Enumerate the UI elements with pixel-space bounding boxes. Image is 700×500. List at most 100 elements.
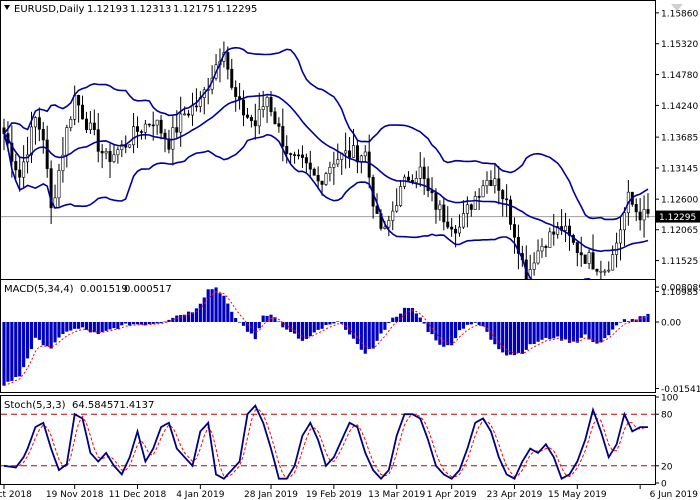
stoch-y-tick-label: 80 [661, 411, 673, 421]
candle-body [418, 166, 422, 179]
candle-body [485, 179, 489, 187]
price-y-tick-label: 1.13145 [661, 165, 698, 175]
candle-body [501, 190, 505, 200]
candle-body [265, 97, 269, 107]
candle-body [245, 114, 249, 118]
macd-bar [347, 321, 352, 335]
macd-bar [646, 313, 650, 322]
macd-bar [253, 321, 257, 340]
candle-body [143, 123, 147, 133]
candle-body [391, 210, 395, 221]
candle-body [548, 231, 552, 248]
x-tick-label: 13 Mar 2019 [368, 490, 425, 500]
macd-bar [336, 321, 340, 323]
candle-body [477, 196, 481, 198]
ohlc-open: 1.12193 [87, 4, 128, 15]
x-tick-label: 28 Jan 2019 [244, 490, 298, 500]
candle-body [646, 209, 650, 214]
macd-bar [80, 321, 85, 328]
macd-bar [575, 321, 579, 343]
candle-body [226, 52, 230, 70]
macd-header: MACD(5,34,4) 0.001519 0.000517 [4, 284, 172, 295]
x-tick-label: 26 Oct 2018 [0, 490, 32, 500]
macd-bar [214, 287, 218, 322]
candle-body [442, 204, 446, 223]
candle-body [316, 175, 320, 182]
macd-bar [234, 317, 238, 322]
macd-bar [179, 314, 183, 322]
stoch-header: Stoch(5,3,3) 64.5845 71.4137 [4, 400, 154, 411]
candle-body [595, 268, 599, 272]
macd-bar [548, 321, 552, 340]
candle-body [175, 127, 179, 133]
macd-bar [587, 321, 591, 340]
macd-bar [395, 316, 399, 322]
candle-body [100, 151, 104, 154]
candle-body [194, 105, 198, 108]
price-y-tick-label: 1.13685 [661, 134, 698, 144]
price-y-tick-label: 1.11525 [661, 257, 698, 267]
candle-body [65, 127, 69, 156]
macd-bar [567, 321, 572, 343]
candle-body [406, 176, 410, 181]
macd-bar [571, 321, 575, 342]
macd-bar [265, 315, 269, 322]
candle-body [300, 154, 304, 158]
macd-bar [379, 321, 383, 334]
candle-body [293, 154, 297, 156]
macd-bar [434, 321, 438, 341]
macd-bar [124, 321, 128, 324]
candle-body [281, 126, 285, 147]
macd-bar [18, 321, 22, 377]
candle-body [10, 142, 14, 162]
candle-body [136, 126, 140, 132]
macd-bar [6, 321, 10, 382]
candle-body [84, 118, 88, 131]
candle-body [128, 144, 132, 148]
candle-body [434, 192, 438, 210]
macd-bar [183, 314, 187, 322]
candle-body [544, 246, 548, 248]
macd-bar [363, 321, 367, 354]
macd-bar [465, 321, 469, 325]
candle-body [438, 204, 442, 210]
macd-bar [285, 321, 289, 330]
candle-body [461, 213, 465, 228]
candle-body [22, 161, 26, 178]
x-axis: 26 Oct 2018 19 Nov 2018 11 Dec 2018 4 Jan 2… [0, 485, 698, 500]
candle-body [375, 205, 379, 214]
macd-bar [512, 321, 517, 356]
ohlc-close: 1.12295 [216, 4, 257, 15]
candle-body [261, 106, 265, 110]
macd-bar [53, 321, 57, 343]
macd-value-main: 0.001519 [80, 284, 128, 295]
macd-bar [579, 321, 583, 338]
candle-body [536, 250, 540, 264]
candle-body [505, 198, 509, 201]
candle-body [167, 138, 171, 150]
macd-bar [516, 321, 521, 353]
ohlc-low: 1.12175 [173, 4, 214, 15]
price-y-tick-label: 1.10985 [661, 288, 698, 298]
macd-bar [505, 321, 509, 356]
candle-body [583, 254, 587, 264]
macd-bar [163, 321, 167, 323]
macd-bar [120, 321, 124, 326]
macd-bar [375, 321, 379, 341]
candle-body [285, 146, 289, 154]
candle-body [622, 212, 626, 231]
macd-bar [446, 321, 450, 346]
macd-bar [540, 321, 544, 340]
candle-body [532, 262, 536, 270]
macd-bar [69, 321, 73, 331]
x-tick-label: 6 Jun 2019 [650, 490, 699, 500]
macd-bar [238, 321, 242, 323]
candle-body [552, 231, 556, 235]
macd-bar [442, 321, 446, 347]
candle-body [37, 117, 41, 130]
macd-bar [167, 319, 171, 322]
candle-body [469, 204, 473, 210]
macd-bar [45, 321, 49, 347]
candle-body [29, 126, 33, 156]
